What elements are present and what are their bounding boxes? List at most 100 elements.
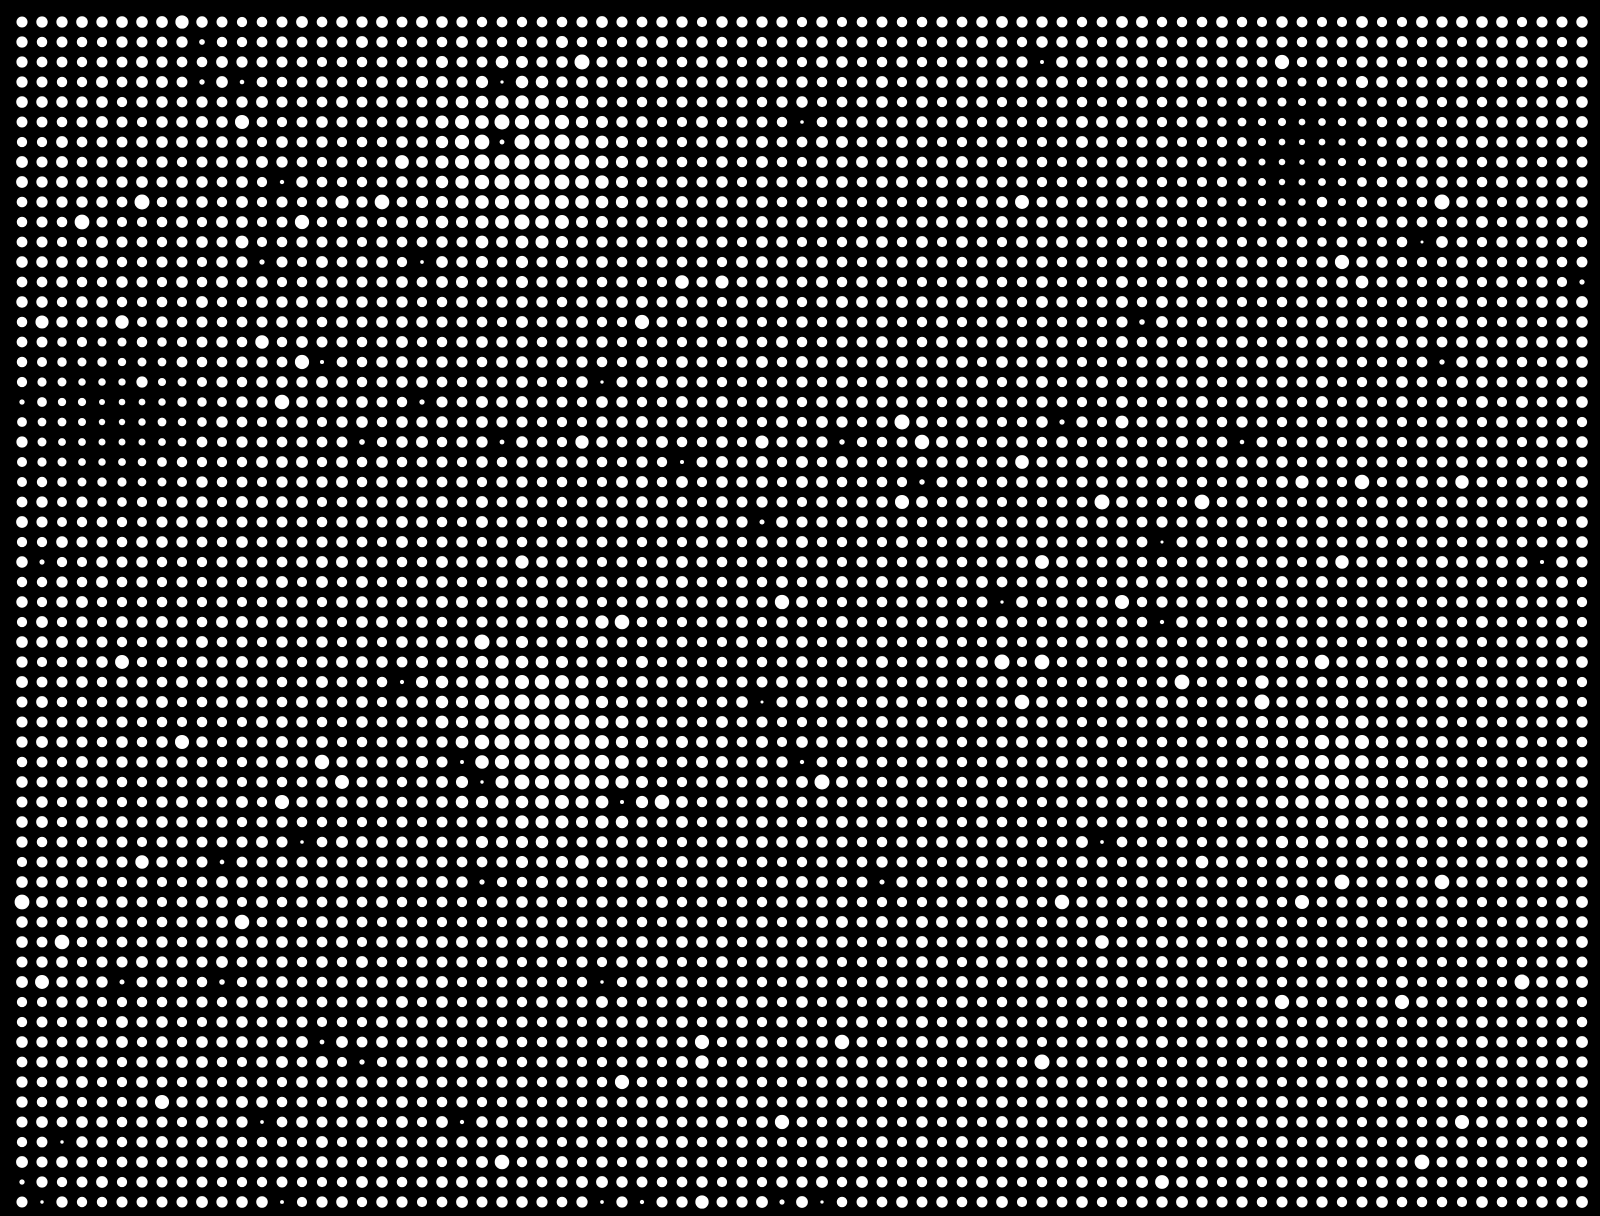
halftone-dot <box>1116 996 1128 1008</box>
halftone-dot <box>876 556 888 568</box>
halftone-dot <box>136 216 148 228</box>
halftone-dot <box>1416 636 1428 648</box>
halftone-dot <box>596 596 608 608</box>
halftone-dot <box>534 174 550 190</box>
halftone-dot <box>1476 36 1488 48</box>
halftone-dot <box>1436 536 1448 548</box>
halftone-dot <box>936 136 948 148</box>
halftone-dot <box>96 1096 108 1108</box>
halftone-dot <box>696 416 708 428</box>
halftone-dot <box>1315 815 1329 829</box>
halftone-dot <box>656 516 668 528</box>
halftone-dot <box>1016 1056 1028 1068</box>
halftone-dot <box>796 1136 808 1148</box>
halftone-dot <box>1336 396 1348 408</box>
halftone-dot <box>436 776 448 788</box>
halftone-dot <box>896 176 908 188</box>
halftone-dot <box>596 56 608 68</box>
halftone-dot <box>1076 1156 1088 1168</box>
halftone-dot <box>1476 276 1488 288</box>
halftone-dot <box>516 296 528 308</box>
halftone-dot <box>16 256 28 268</box>
halftone-dot <box>1076 1076 1088 1088</box>
halftone-dot <box>1436 1056 1448 1068</box>
halftone-dot <box>236 556 248 568</box>
halftone-dot <box>1355 795 1369 809</box>
halftone-dot <box>396 796 408 808</box>
halftone-dot <box>1076 856 1088 868</box>
halftone-dot <box>256 1036 268 1048</box>
halftone-dot <box>335 775 349 789</box>
halftone-dot <box>1216 1136 1228 1148</box>
halftone-dot <box>1356 1136 1368 1148</box>
halftone-dot <box>216 376 228 388</box>
halftone-dot <box>476 56 488 68</box>
halftone-dot <box>1076 596 1088 608</box>
halftone-dot <box>936 236 948 248</box>
halftone-dot <box>1356 1056 1368 1068</box>
halftone-dot <box>276 676 288 688</box>
halftone-dot <box>479 879 485 885</box>
halftone-dot <box>656 756 668 768</box>
halftone-dot <box>1456 1136 1468 1148</box>
halftone-dot <box>596 496 608 508</box>
halftone-dot <box>1176 976 1188 988</box>
halftone-dot <box>116 276 128 288</box>
halftone-dot <box>1036 476 1048 488</box>
halftone-dot <box>116 716 128 728</box>
halftone-dot <box>575 695 589 709</box>
halftone-dot <box>776 816 788 828</box>
halftone-dot <box>556 356 568 368</box>
halftone-dot <box>836 1116 848 1128</box>
halftone-dot <box>1476 816 1488 828</box>
halftone-dot <box>736 1116 748 1128</box>
halftone-dot <box>556 316 568 328</box>
halftone-dot <box>296 736 308 748</box>
halftone-dot <box>856 276 868 288</box>
halftone-dot <box>1116 356 1128 368</box>
halftone-dot <box>1316 276 1328 288</box>
halftone-dot <box>696 556 708 568</box>
halftone-dot <box>316 536 328 548</box>
halftone-dot <box>1156 176 1168 188</box>
halftone-dot <box>416 1156 428 1168</box>
halftone-dot <box>1176 36 1188 48</box>
halftone-dot <box>1336 296 1348 308</box>
halftone-dot <box>1336 1096 1348 1108</box>
halftone-dot <box>256 56 268 68</box>
halftone-dot <box>1056 676 1068 688</box>
halftone-dot <box>516 376 528 388</box>
halftone-dot <box>836 416 848 428</box>
halftone-dot <box>956 76 968 88</box>
halftone-dot <box>1436 956 1448 968</box>
halftone-dot <box>615 715 629 729</box>
halftone-dot <box>256 496 268 508</box>
halftone-dot <box>196 796 208 808</box>
halftone-dot <box>76 1176 88 1188</box>
halftone-dot <box>796 236 808 248</box>
halftone-dot <box>636 1036 648 1048</box>
halftone-dot <box>1276 356 1288 368</box>
halftone-dot <box>1376 436 1388 448</box>
halftone-dot <box>96 536 108 548</box>
halftone-dot <box>636 596 648 608</box>
halftone-dot <box>676 1196 688 1208</box>
halftone-dot <box>1516 876 1528 888</box>
halftone-dot <box>1536 596 1548 608</box>
halftone-dot <box>36 1076 48 1088</box>
halftone-dot <box>475 115 489 129</box>
halftone-dot <box>1536 1136 1548 1148</box>
halftone-dot <box>1576 716 1588 728</box>
halftone-dot <box>555 815 569 829</box>
halftone-dot <box>816 896 828 908</box>
halftone-dot <box>996 1016 1008 1028</box>
halftone-dot <box>916 156 928 168</box>
halftone-dot <box>1216 596 1228 608</box>
halftone-dot <box>36 236 48 248</box>
halftone-dot <box>1216 36 1228 48</box>
halftone-dot <box>1176 896 1188 908</box>
halftone-dot <box>1476 296 1488 308</box>
halftone-dot <box>196 836 208 848</box>
halftone-dot <box>756 276 768 288</box>
halftone-dot <box>756 236 768 248</box>
